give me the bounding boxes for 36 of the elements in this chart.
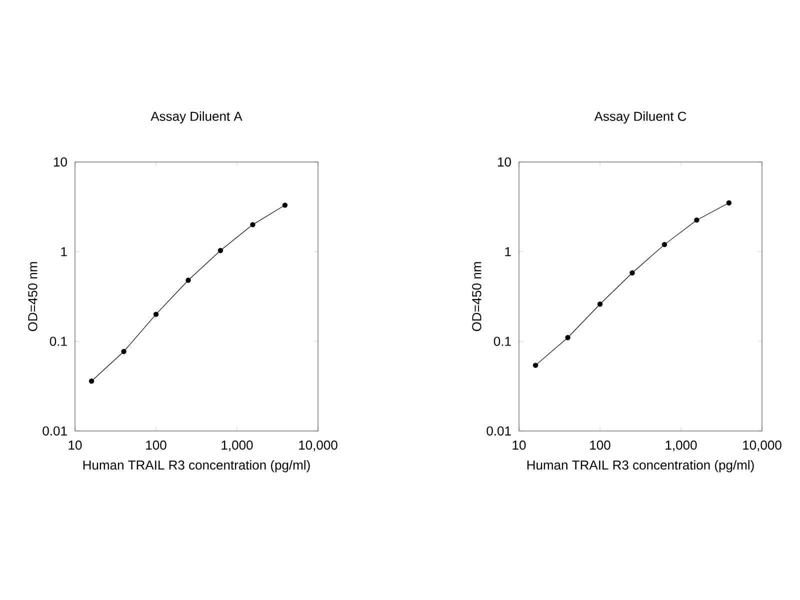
y-tick-label: 0.01 <box>42 426 67 436</box>
point <box>218 248 224 254</box>
y-tick-label: 0.1 <box>50 336 67 346</box>
point <box>597 302 603 307</box>
point <box>153 312 159 317</box>
chart-title: Assay Diluent C <box>594 111 686 124</box>
x-tick-label: 10 <box>512 440 526 450</box>
x-tick-label: 10,000 <box>299 440 338 452</box>
point <box>282 202 288 208</box>
y-tick-label: 0.01 <box>486 426 511 436</box>
x-tick-label: 100 <box>590 440 610 450</box>
point <box>694 217 700 223</box>
y-axis-title: OD=450 nm <box>28 262 38 332</box>
x-tick-label: 100 <box>146 440 166 450</box>
y-tick-label: 1 <box>61 247 67 256</box>
point <box>532 362 538 368</box>
y-tick-label: 10 <box>498 157 511 167</box>
y-axis-title: OD=450 nm <box>472 262 482 332</box>
point <box>121 348 126 354</box>
y-tick-label: 0.1 <box>494 336 511 346</box>
x-axis-title: Human TRAIL R3 concentration (pg/ml) <box>83 460 310 472</box>
x-tick-label: 10 <box>68 440 82 450</box>
x-axis-title: Human TRAIL R3 concentration (pg/ml) <box>527 460 754 472</box>
point <box>726 200 732 206</box>
x-tick-label: 10,000 <box>743 440 782 452</box>
point <box>250 222 256 228</box>
point <box>565 335 570 340</box>
x-tick-label: 1,000 <box>222 440 253 452</box>
point <box>88 378 94 384</box>
point <box>662 242 668 248</box>
chart-title: Assay Diluent A <box>150 111 242 124</box>
x-tick-label: 1,000 <box>666 440 697 452</box>
y-tick-label: 10 <box>54 157 67 167</box>
point <box>630 270 635 276</box>
y-tick-label: 1 <box>505 247 511 256</box>
point <box>186 278 191 283</box>
